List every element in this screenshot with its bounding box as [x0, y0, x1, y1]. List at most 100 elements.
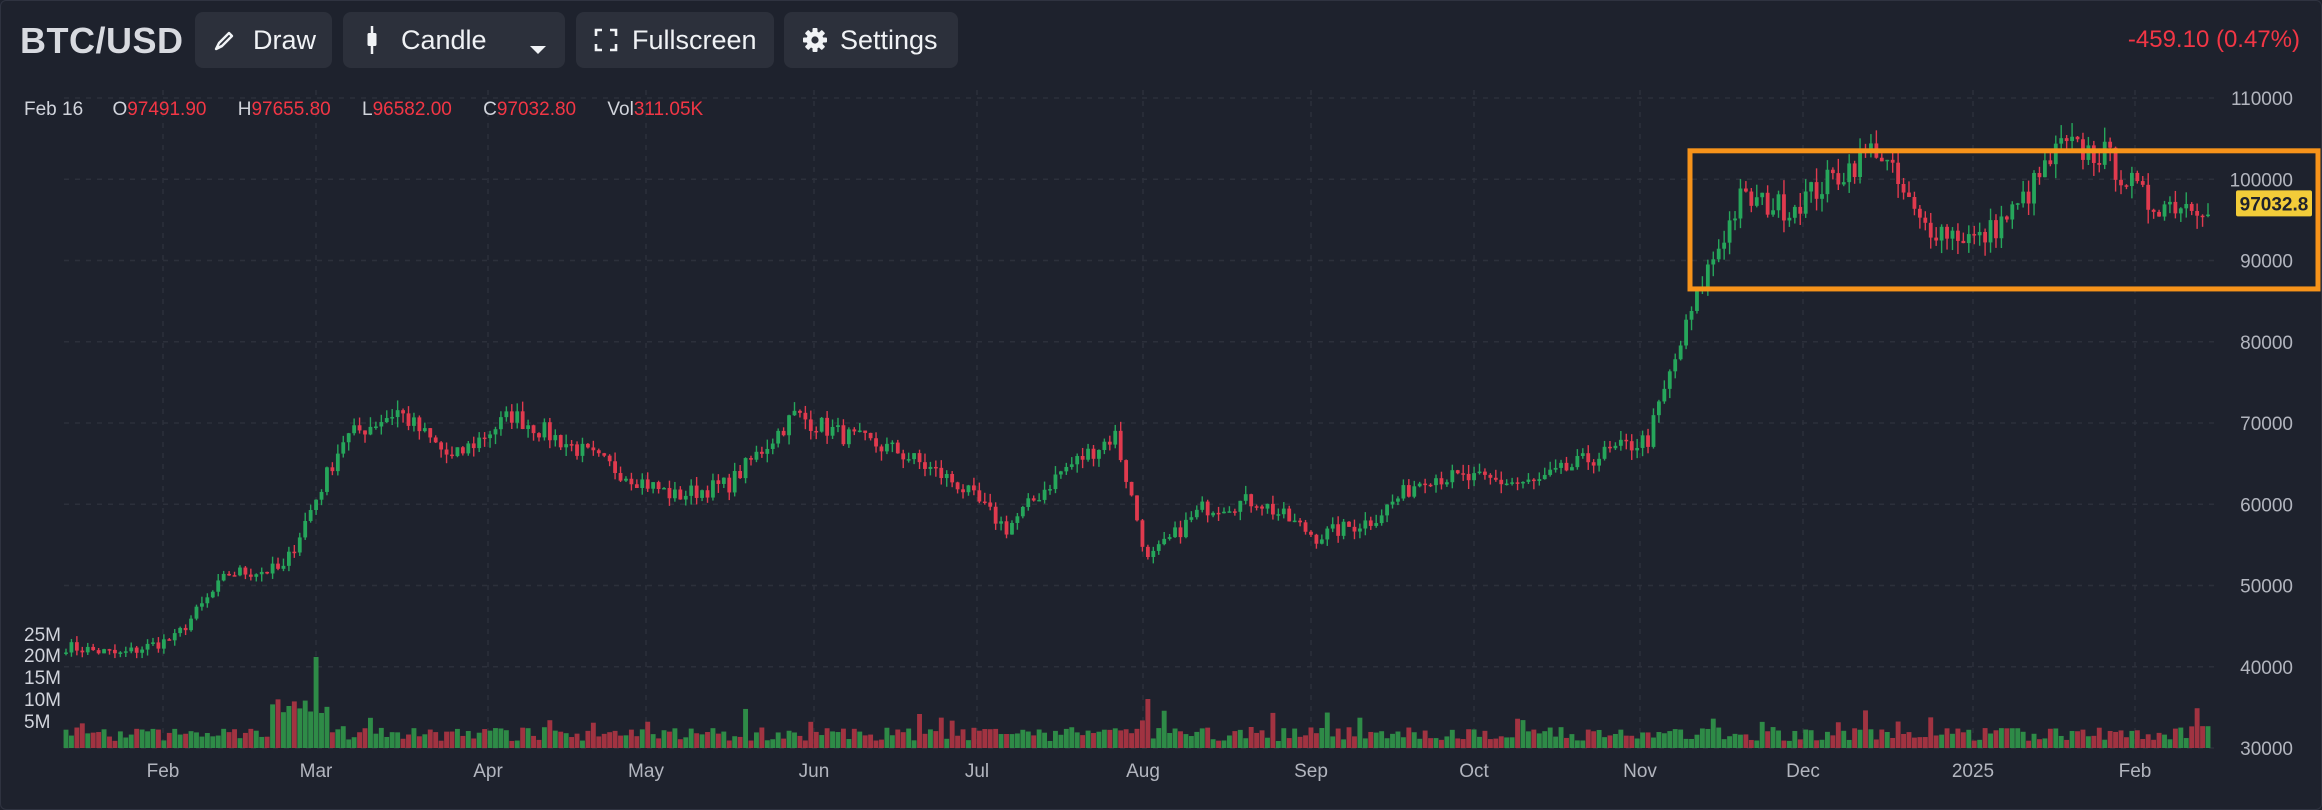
volume-bar — [2107, 730, 2113, 748]
candle-body — [379, 422, 384, 427]
volume-bar — [1797, 739, 1803, 748]
volume-bar — [998, 734, 1004, 748]
volume-bar — [813, 731, 819, 748]
volume-bar — [281, 712, 286, 748]
candle-body — [607, 455, 612, 462]
volume-bar — [1814, 740, 1820, 748]
candle-body — [1276, 514, 1281, 516]
volume-bar — [868, 734, 874, 748]
y-tick-label: 50000 — [2240, 577, 2293, 598]
candle-body — [857, 430, 862, 433]
volume-bar — [1107, 729, 1113, 748]
volume-bar — [400, 738, 406, 748]
candle-body — [1564, 462, 1569, 471]
candle-body — [1689, 310, 1694, 320]
candle-body — [232, 575, 237, 577]
candle-body — [2157, 211, 2161, 217]
candle-body — [1472, 473, 1476, 481]
candle-body — [1613, 445, 1618, 449]
volume-bar — [922, 733, 928, 748]
volume-bar — [1319, 728, 1325, 748]
candle-body — [85, 646, 90, 653]
candle-body — [1684, 319, 1688, 346]
volume-bar — [1553, 736, 1559, 748]
volume-bar — [1846, 739, 1852, 748]
volume-bar — [357, 732, 363, 748]
volume-key: Vol — [607, 99, 634, 120]
candle-body — [292, 551, 297, 554]
volume-bar — [161, 740, 167, 748]
volume-bar — [2183, 738, 2189, 748]
candle-body — [504, 411, 509, 418]
candle-body — [1075, 456, 1080, 465]
candle-body — [999, 521, 1003, 524]
candle-body — [64, 652, 68, 654]
volume-bar — [183, 733, 189, 748]
volume-bar — [1754, 740, 1760, 748]
candle-body — [2053, 143, 2058, 165]
candle-body — [526, 425, 531, 430]
volume-bar — [1618, 729, 1624, 748]
volume-bar — [1607, 735, 1613, 748]
candle-body — [1156, 544, 1161, 551]
draw-button[interactable]: Draw — [195, 12, 332, 68]
candle-body — [509, 411, 514, 423]
candle-body — [1124, 460, 1129, 482]
candle-body — [634, 484, 639, 489]
y-tick-label: 80000 — [2240, 333, 2293, 354]
candle-body — [1879, 157, 1884, 162]
volume-bar — [96, 732, 102, 748]
volume-bar — [2113, 731, 2119, 748]
volume-bar — [438, 740, 444, 748]
candle-body — [1858, 149, 1862, 178]
volume-bar — [340, 726, 346, 748]
candle-body — [384, 418, 389, 423]
candle-body — [1243, 494, 1248, 501]
candle-body — [564, 444, 569, 448]
chart-type-dropdown[interactable]: Candle — [343, 12, 565, 68]
volume-bar — [802, 740, 808, 748]
legend-date: Feb 16 — [24, 99, 84, 120]
volume-bar — [2200, 726, 2206, 748]
volume-bar — [601, 733, 607, 748]
volume-bar — [1591, 731, 1597, 748]
volume-bar — [1574, 740, 1580, 748]
volume-bar — [1525, 731, 1531, 748]
volume-bar — [1863, 710, 1868, 748]
candle-body — [2064, 138, 2069, 142]
candle-body — [961, 489, 965, 493]
volume-bar — [2031, 733, 2037, 748]
volume-bar — [1417, 738, 1423, 748]
candle-body — [1994, 220, 1998, 239]
fullscreen-button[interactable]: Fullscreen — [576, 12, 774, 68]
candle-body — [1711, 259, 1716, 265]
candle-body — [1493, 477, 1498, 480]
volume-bar — [944, 738, 950, 748]
candle-body — [1135, 495, 1139, 521]
volume-bar — [134, 728, 140, 748]
candle-body — [1776, 194, 1781, 211]
candle-body — [1232, 511, 1237, 513]
volume-bar — [351, 737, 357, 748]
volume-bar — [395, 732, 401, 748]
candle-body — [1559, 462, 1563, 468]
candle-body — [1178, 527, 1183, 538]
volume-bar — [1303, 735, 1308, 748]
volume-bar — [1205, 727, 1211, 748]
candle-body — [1966, 234, 1971, 244]
candle-body — [2162, 204, 2167, 217]
volume-bar — [199, 736, 205, 748]
volume-bar — [1428, 738, 1434, 748]
candle-body — [439, 442, 444, 450]
volume-bar — [1134, 728, 1140, 748]
volume-bar — [2162, 734, 2167, 748]
volume-bar — [1444, 736, 1450, 748]
settings-button[interactable]: Settings — [784, 12, 958, 68]
gear-icon — [802, 27, 828, 53]
candle-body — [357, 425, 362, 431]
candle-body — [493, 429, 498, 435]
candle-body — [727, 477, 732, 493]
x-tick-label: May — [628, 761, 664, 782]
